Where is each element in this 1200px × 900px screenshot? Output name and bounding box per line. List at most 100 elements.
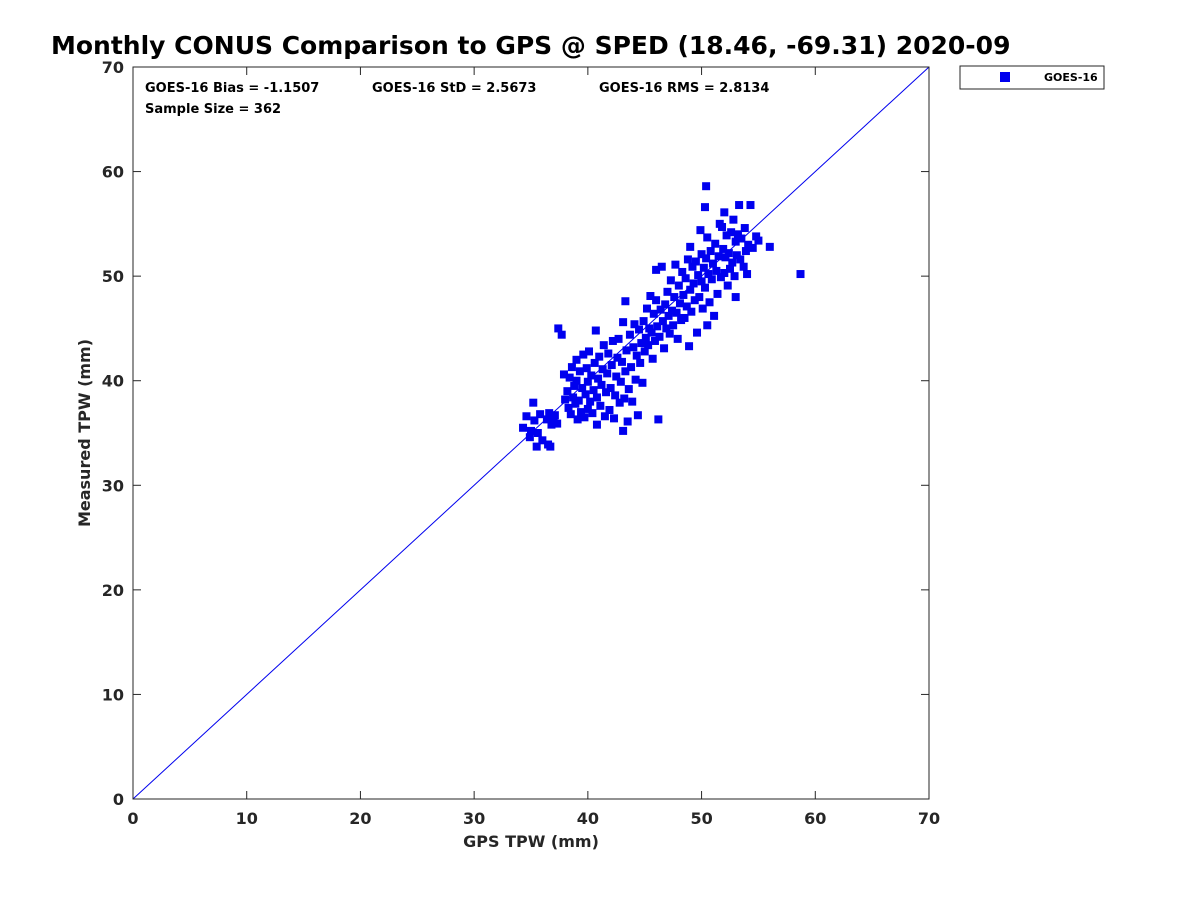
data-point [565,373,574,382]
data-point [559,370,568,379]
data-point [632,351,641,360]
data-point [706,247,715,256]
data-point [564,403,573,412]
data-point [581,390,590,399]
data-point [687,307,696,316]
data-point [688,262,697,271]
data-point [566,410,575,419]
x-tick-label: 50 [690,809,712,828]
sample-size-annotation: Sample Size = 362 [145,102,281,117]
data-point [519,423,528,432]
data-point [707,275,716,284]
data-point [604,349,613,358]
data-point [624,385,633,394]
data-point [629,343,638,352]
data-point [610,414,619,423]
data-point [743,270,752,279]
data-point [705,298,714,307]
data-point [752,232,761,241]
data-point [532,442,541,451]
data-point [536,410,545,419]
data-point [583,404,592,413]
data-point [686,242,695,251]
data-point [635,325,644,334]
x-tick-label: 60 [804,809,826,828]
data-point [645,324,654,333]
data-point [607,361,616,370]
plot-frame [132,66,930,800]
data-point [598,365,607,374]
data-point [573,415,582,424]
data-point [672,308,681,317]
data-point [592,420,601,429]
data-point [714,252,723,261]
data-point [583,377,592,386]
data-point [748,243,757,252]
scatter-points [519,182,805,451]
data-point [713,289,722,298]
data-point [578,384,587,393]
data-point [733,230,742,239]
data-point [652,296,661,305]
data-point [723,281,732,290]
data-point [619,318,628,327]
data-point [554,324,563,333]
data-point [754,236,763,245]
data-point [631,375,640,384]
data-point [580,413,589,422]
data-point [621,367,630,376]
data-point [647,328,656,337]
x-axis: 0 10 20 30 40 50 60 70 [127,67,940,828]
data-point [588,409,597,418]
data-point [525,433,534,442]
data-point [726,264,734,273]
data-point [765,242,774,251]
x-tick-label: 40 [577,809,599,828]
data-point [680,313,689,322]
data-point [600,412,609,421]
bias-annotation: GOES-16 Bias = -1.1507 [145,81,319,96]
y-tick-label: 0 [113,790,124,809]
data-point [590,358,599,367]
data-point [796,270,805,279]
data-point [665,329,674,338]
data-point [708,259,717,268]
data-point [538,436,547,445]
data-point [685,342,694,351]
x-tick-label: 70 [918,809,940,828]
data-point [612,372,621,381]
data-point [724,249,733,258]
data-point [569,393,578,402]
data-point [650,336,659,345]
data-point [595,352,604,361]
data-point [614,334,623,343]
data-point [671,260,680,269]
data-point [584,347,593,356]
data-point [711,239,720,248]
data-point [681,274,690,283]
data-point [613,353,622,362]
data-point [550,411,559,420]
data-point [703,233,712,242]
data-point [572,376,581,385]
data-point [623,417,632,426]
data-point [557,330,566,339]
data-point [740,224,749,233]
data-point [637,339,646,348]
y-tick-label: 50 [102,267,124,286]
data-point [644,341,653,350]
data-point [570,381,579,390]
data-point [666,276,675,285]
data-point [720,269,729,278]
data-point [602,388,611,397]
data-point [572,355,581,364]
data-point [674,281,683,290]
data-point [699,263,708,272]
data-point [731,293,740,302]
data-point [727,228,736,237]
data-point [663,287,672,296]
data-point [698,304,707,313]
data-point [697,277,706,286]
data-point [737,234,746,243]
